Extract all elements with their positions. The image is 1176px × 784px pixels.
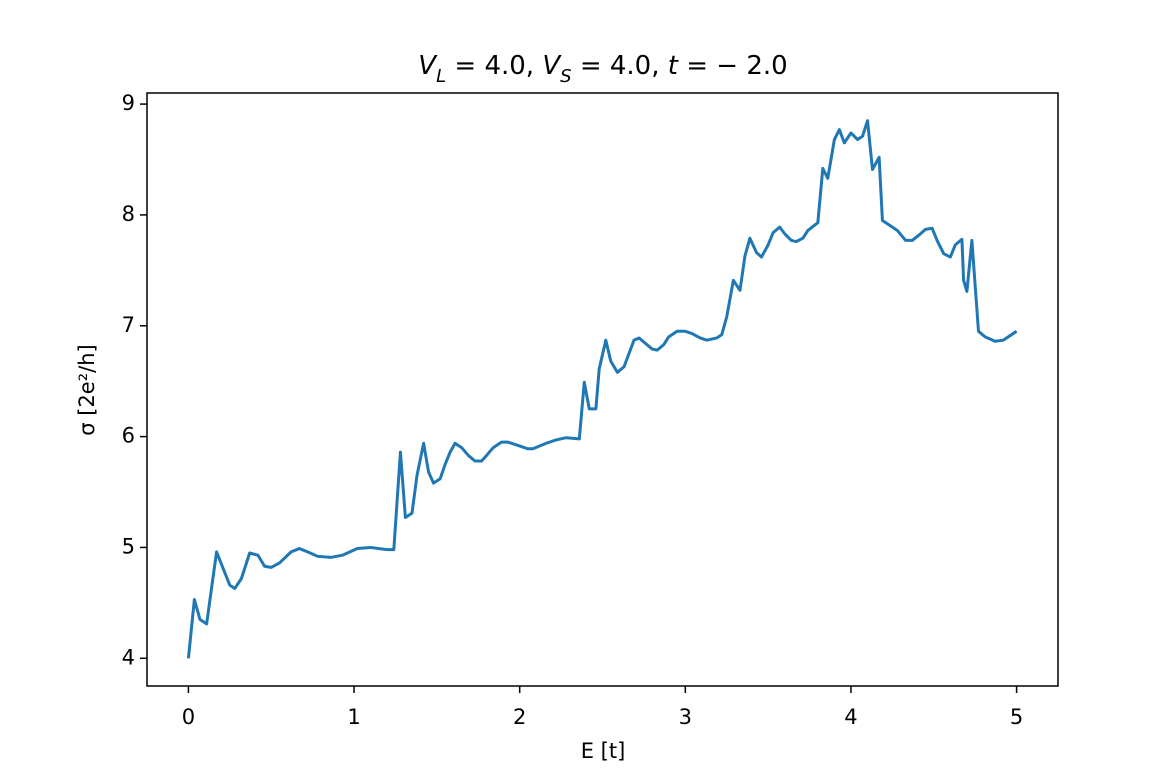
y-tick-label: 4 [122,645,135,669]
title-part: L [436,66,446,87]
x-tick-label: 1 [347,705,360,729]
title-part: = 4.0, [446,51,542,81]
title-part: V [418,51,438,81]
title-part: = − 2.0 [678,51,788,81]
x-tick-label: 3 [679,705,692,729]
chart-title: VL = 4.0, VS = 4.0, t = − 2.0 [418,51,787,87]
plot-frame [146,92,1059,687]
data-line [186,119,1018,659]
x-tick-label: 4 [844,705,857,729]
x-tick-label: 0 [182,705,195,729]
y-tick-label: 9 [122,91,135,115]
title-part: V [542,51,562,81]
title-part: t [668,51,679,81]
y-axis-label: σ [2e²/h] [75,344,99,435]
x-axis-label: E [t] [581,739,626,763]
x-tick-label: 5 [1010,705,1023,729]
y-tick-label: 7 [122,313,135,337]
title-part: = 4.0, [572,51,668,81]
x-tick-label: 2 [513,705,526,729]
y-tick-label: 5 [122,534,135,558]
title-part: S [560,66,571,87]
y-tick-label: 8 [122,202,135,226]
y-tick-label: 6 [122,424,135,448]
